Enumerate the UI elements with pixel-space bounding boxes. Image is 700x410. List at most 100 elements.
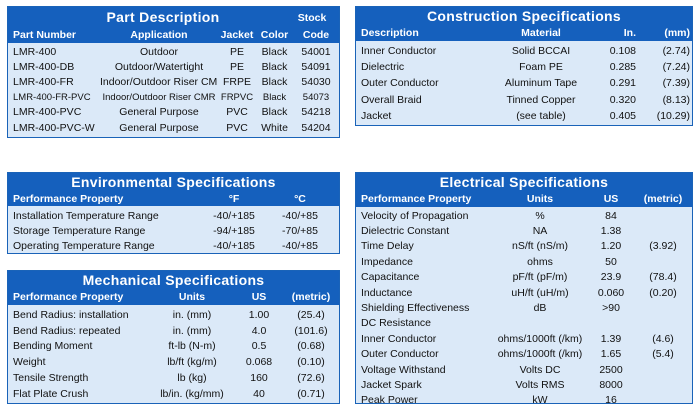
electrical-cell-us: 1.65 — [600, 348, 622, 361]
environmental-cell-c: -40/+85 — [282, 239, 318, 252]
part-row: LMR-400-FR Indoor/Outdoor Riser CMR FRPE Bl… — [8, 74, 339, 89]
mechanical-cell-prop: Tensile Strength — [13, 372, 89, 385]
electrical-cell-units: kW — [532, 394, 548, 404]
electrical-cell-metric: (5.4) — [652, 348, 674, 361]
electrical-cell-us: 16 — [605, 394, 617, 404]
electrical-row: Capacitance pF/ft (pF/m) 23.9 (78.4) — [356, 270, 692, 285]
construction-cell-in: 0.320 — [609, 93, 636, 106]
mechanical-cell-metric: (0.10) — [297, 356, 325, 369]
mechanical-cell-prop: Flat Plate Crush — [13, 387, 89, 400]
col-us: US — [251, 291, 267, 303]
mechanical-cell-units: lb (kg) — [177, 372, 207, 385]
environmental-cell-f: -40/+185 — [213, 239, 255, 252]
electrical-row: Velocity of Propagation% 84 — [356, 208, 692, 223]
electrical-row: Voltage Withstand Volts DC 2500 — [356, 362, 692, 377]
col-performance-property: Performance Property — [13, 192, 124, 205]
col-performance-property: Performance Property — [361, 193, 472, 205]
part-cell-code: 54073 — [302, 91, 330, 103]
mechanical-rows: Bend Radius: installation in. (mm) 1.00 (25… — [8, 305, 339, 402]
construction-cell-material: Solid BCCAI — [511, 45, 571, 58]
part-cell-color: Black — [261, 75, 288, 88]
construction-cell-desc: Jacket — [361, 109, 392, 122]
part-cell-jacket: PVC — [226, 121, 248, 134]
part-cell-app: Outdoor — [140, 45, 178, 58]
construction-row: Dielectric Foam PE 0.285 (7.24) — [356, 59, 692, 75]
part-cell-color: Black — [261, 106, 288, 119]
col-metric: (metric) — [291, 291, 331, 303]
environmental-cell-f: -40/+185 — [213, 209, 255, 222]
construction-cell-in: 0.108 — [609, 45, 636, 58]
mechanical-panel: Mechanical Specifications Performance Pr… — [7, 270, 340, 404]
construction-row: Inner Conductor Solid BCCAI 0.108 (2.74) — [356, 43, 692, 59]
mechanical-cell-metric: (25.4) — [297, 308, 325, 321]
col-fahrenheit: °F — [228, 192, 240, 205]
mechanical-row: Bend Radius: repeated in. (mm) 4.0 (101.6) — [8, 323, 339, 339]
col-metric: (metric) — [643, 193, 683, 205]
part-cell-part: LMR-400-FR-PVC — [13, 91, 91, 103]
part-row: LMR-400-DB Outdoor/Watertight PE Black 54091 — [8, 59, 339, 74]
part-cell-code: 54030 — [301, 75, 331, 88]
part-cell-code: 54001 — [301, 45, 331, 58]
mechanical-cell-metric: (0.68) — [297, 340, 325, 353]
mechanical-title: Mechanical Specifications — [8, 271, 339, 289]
construction-cell-in: 0.291 — [609, 77, 636, 90]
environmental-cell-prop: Operating Temperature Range — [13, 239, 155, 252]
part-rows: LMR-400 Outdoor PE Black 54001 LMR-400-DB Outd… — [8, 43, 339, 135]
part-title: Part Description — [106, 9, 220, 25]
electrical-cell-us: 1.20 — [600, 240, 622, 253]
electrical-cell-us: 1.38 — [600, 225, 622, 238]
part-cell-part: LMR-400-FR — [13, 75, 74, 88]
environmental-cell-c: -70/+85 — [282, 224, 318, 237]
electrical-cell-prop: Outer Conductor — [361, 348, 439, 361]
construction-cell-mm: (10.29) — [656, 109, 690, 122]
part-cell-app: Indoor/Outdoor Riser CMR — [102, 91, 216, 103]
electrical-panel: Electrical Specifications Performance Pr… — [355, 172, 693, 404]
electrical-cell-us: 2500 — [599, 363, 623, 376]
part-cell-part: LMR-400-PVC-W — [13, 121, 95, 134]
electrical-cell-prop: Peak Power — [361, 394, 418, 404]
part-cell-code: 54091 — [301, 60, 331, 73]
environmental-cell-f: -94/+185 — [213, 224, 255, 237]
electrical-cell-us: 1.39 — [600, 332, 622, 345]
electrical-cell-metric: (0.20) — [649, 286, 677, 299]
electrical-cell-metric: (3.92) — [649, 240, 677, 253]
electrical-cell-us: 84 — [605, 209, 617, 222]
electrical-cell-units: dB — [533, 302, 547, 315]
electrical-cell-units: % — [535, 209, 545, 222]
electrical-row: Time Delay nS/ft (nS/m) 1.20 (3.92) — [356, 239, 692, 254]
electrical-cell-units: nS/ft (nS/m) — [511, 240, 568, 253]
construction-cell-in: 0.405 — [609, 109, 636, 122]
electrical-cell-us: 50 — [605, 255, 617, 268]
part-cell-app: General Purpose — [119, 121, 199, 134]
construction-cell-mm: (2.74) — [662, 45, 690, 58]
electrical-cell-prop: Inductance — [361, 286, 413, 299]
electrical-cell-us: >90 — [602, 302, 620, 315]
construction-cell-desc: Overall Braid — [361, 93, 422, 106]
mechanical-row: Bending Moment ft-lb (N-m) 0.5 (0.68) — [8, 339, 339, 355]
electrical-row: Jacket Spark Volts RMS 8000 — [356, 377, 692, 392]
electrical-row: Inner Conductor ohms/1000ft (/km) 1.39 (4.6… — [356, 331, 692, 346]
electrical-cell-prop: Velocity of Propagation — [361, 209, 469, 222]
construction-cell-in: 0.285 — [609, 61, 636, 74]
col-us: US — [603, 193, 619, 205]
environmental-col-headers: Performance Property °F °C — [8, 191, 339, 206]
electrical-cell-units: Volts RMS — [515, 378, 565, 391]
mechanical-cell-prop: Bend Radius: repeated — [13, 324, 121, 337]
construction-cell-mm: (7.24) — [662, 61, 690, 74]
part-col-headers: Part Number Application Jacket Color Cod… — [8, 27, 339, 43]
part-cell-jacket: PE — [229, 60, 244, 73]
col-mm: (mm) — [664, 27, 690, 39]
part-cell-color: Black — [261, 45, 288, 58]
mechanical-cell-units: ft-lb (N-m) — [168, 340, 216, 353]
construction-row: Outer Conductor Aluminum Tape 0.291 (7.39) — [356, 75, 692, 91]
col-units: Units — [178, 291, 206, 303]
construction-cell-material: Foam PE — [519, 61, 563, 74]
col-part-number: Part Number — [13, 29, 77, 41]
construction-cell-desc: Outer Conductor — [361, 77, 439, 90]
electrical-cell-units: Volts DC — [519, 363, 561, 376]
mechanical-cell-prop: Bending Moment — [13, 340, 93, 353]
mechanical-cell-us: 0.5 — [251, 340, 267, 353]
electrical-cell-us: 23.9 — [600, 271, 622, 284]
part-cell-code: 54218 — [301, 106, 331, 119]
mechanical-cell-us: 40 — [253, 387, 265, 400]
